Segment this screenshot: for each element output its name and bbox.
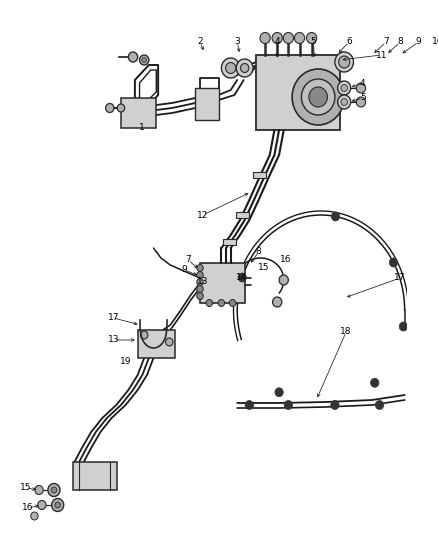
Circle shape (245, 400, 254, 409)
Text: 3: 3 (234, 37, 240, 46)
Text: 10: 10 (431, 37, 438, 46)
Text: 18: 18 (340, 327, 352, 336)
Circle shape (226, 62, 236, 74)
Circle shape (294, 33, 305, 44)
Circle shape (338, 95, 351, 109)
Text: 8: 8 (256, 247, 261, 256)
Circle shape (197, 264, 203, 271)
Text: 11: 11 (376, 51, 387, 60)
Text: 4: 4 (274, 37, 280, 46)
Text: 1: 1 (138, 124, 144, 133)
Circle shape (142, 58, 147, 62)
Circle shape (140, 55, 149, 65)
Circle shape (356, 97, 366, 107)
Circle shape (371, 378, 379, 387)
Circle shape (335, 52, 353, 72)
Circle shape (275, 388, 283, 397)
Bar (73, 462, 117, 490)
Circle shape (35, 486, 43, 495)
Circle shape (338, 81, 351, 95)
Text: 7: 7 (185, 255, 191, 264)
Bar (195, 88, 219, 120)
Bar (223, 239, 236, 245)
Circle shape (141, 331, 148, 339)
Circle shape (238, 273, 247, 282)
Circle shape (356, 83, 366, 93)
Bar (200, 263, 245, 303)
Text: 12: 12 (197, 211, 208, 220)
Circle shape (55, 502, 60, 508)
Circle shape (230, 300, 236, 306)
Text: 5: 5 (311, 37, 316, 46)
Text: 17: 17 (394, 273, 406, 282)
Text: 16: 16 (22, 504, 34, 513)
Circle shape (341, 85, 347, 92)
Text: 8: 8 (397, 37, 403, 46)
Text: 19: 19 (120, 358, 131, 367)
Circle shape (166, 338, 173, 346)
Circle shape (375, 400, 384, 409)
Circle shape (260, 33, 270, 44)
Text: 9: 9 (181, 265, 187, 274)
Circle shape (309, 87, 328, 107)
Circle shape (38, 500, 46, 510)
Circle shape (389, 258, 398, 267)
Circle shape (279, 275, 288, 285)
Circle shape (240, 63, 249, 72)
Text: 5: 5 (360, 93, 366, 102)
Circle shape (128, 52, 138, 62)
Text: 17: 17 (108, 313, 119, 322)
Circle shape (341, 99, 347, 106)
Text: 16: 16 (280, 255, 291, 264)
Text: 9: 9 (416, 37, 421, 46)
Circle shape (106, 103, 114, 112)
Circle shape (284, 400, 293, 409)
Text: 6: 6 (346, 37, 352, 46)
Circle shape (301, 79, 335, 115)
Text: 14: 14 (236, 273, 247, 282)
Circle shape (31, 512, 38, 520)
Text: 7: 7 (383, 37, 389, 46)
Circle shape (117, 104, 125, 112)
Text: 15: 15 (20, 483, 32, 492)
Text: 2: 2 (197, 37, 203, 46)
Circle shape (399, 322, 408, 331)
Bar (236, 212, 249, 218)
Circle shape (48, 483, 60, 497)
Text: 4: 4 (360, 78, 366, 87)
Circle shape (292, 69, 344, 125)
Circle shape (197, 293, 203, 300)
Circle shape (52, 498, 64, 512)
Text: 13: 13 (197, 278, 208, 287)
Text: 15: 15 (258, 263, 269, 272)
Circle shape (283, 33, 293, 44)
Circle shape (221, 58, 240, 78)
Circle shape (218, 300, 225, 306)
Circle shape (272, 297, 282, 307)
Circle shape (339, 56, 350, 68)
Circle shape (51, 487, 57, 493)
Circle shape (272, 33, 283, 44)
Circle shape (236, 59, 253, 77)
Text: 13: 13 (108, 335, 119, 344)
Circle shape (197, 279, 203, 286)
Circle shape (331, 400, 339, 409)
Circle shape (197, 271, 203, 279)
Bar (253, 172, 266, 178)
Circle shape (206, 300, 212, 306)
Circle shape (331, 212, 339, 221)
Circle shape (307, 33, 317, 44)
Bar (256, 55, 339, 130)
Circle shape (197, 286, 203, 293)
Bar (138, 330, 175, 358)
Bar (121, 98, 156, 128)
